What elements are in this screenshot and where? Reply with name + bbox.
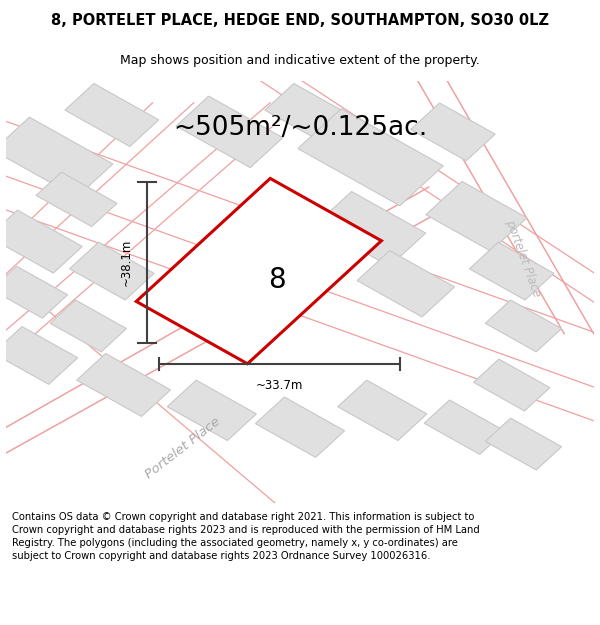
Polygon shape	[36, 172, 117, 227]
Polygon shape	[338, 380, 427, 441]
Polygon shape	[176, 96, 283, 168]
Polygon shape	[70, 242, 154, 300]
Text: ~33.7m: ~33.7m	[256, 379, 303, 392]
Polygon shape	[298, 109, 443, 206]
Text: Map shows position and indicative extent of the property.: Map shows position and indicative extent…	[120, 54, 480, 68]
Text: 8: 8	[268, 266, 285, 294]
Polygon shape	[485, 300, 562, 352]
Polygon shape	[424, 400, 505, 454]
Polygon shape	[316, 191, 426, 266]
Text: ~505m²/~0.125ac.: ~505m²/~0.125ac.	[173, 114, 427, 141]
Polygon shape	[357, 251, 455, 317]
Polygon shape	[426, 181, 527, 251]
Polygon shape	[0, 327, 77, 384]
Polygon shape	[485, 418, 562, 470]
Polygon shape	[0, 118, 113, 197]
Polygon shape	[0, 266, 68, 318]
Text: ~38.1m: ~38.1m	[119, 239, 133, 286]
Polygon shape	[265, 84, 359, 146]
Polygon shape	[65, 84, 159, 146]
Polygon shape	[136, 178, 382, 364]
Text: portelet Place: portelet Place	[503, 217, 544, 299]
Polygon shape	[469, 242, 554, 300]
Polygon shape	[410, 103, 495, 161]
Polygon shape	[0, 210, 82, 273]
Polygon shape	[50, 300, 127, 352]
Text: Portelet Place: Portelet Place	[142, 415, 223, 481]
Polygon shape	[256, 397, 344, 458]
Polygon shape	[473, 359, 550, 411]
Polygon shape	[77, 354, 170, 416]
Polygon shape	[167, 380, 256, 441]
Text: Contains OS data © Crown copyright and database right 2021. This information is : Contains OS data © Crown copyright and d…	[12, 512, 479, 561]
Text: 8, PORTELET PLACE, HEDGE END, SOUTHAMPTON, SO30 0LZ: 8, PORTELET PLACE, HEDGE END, SOUTHAMPTO…	[51, 12, 549, 28]
